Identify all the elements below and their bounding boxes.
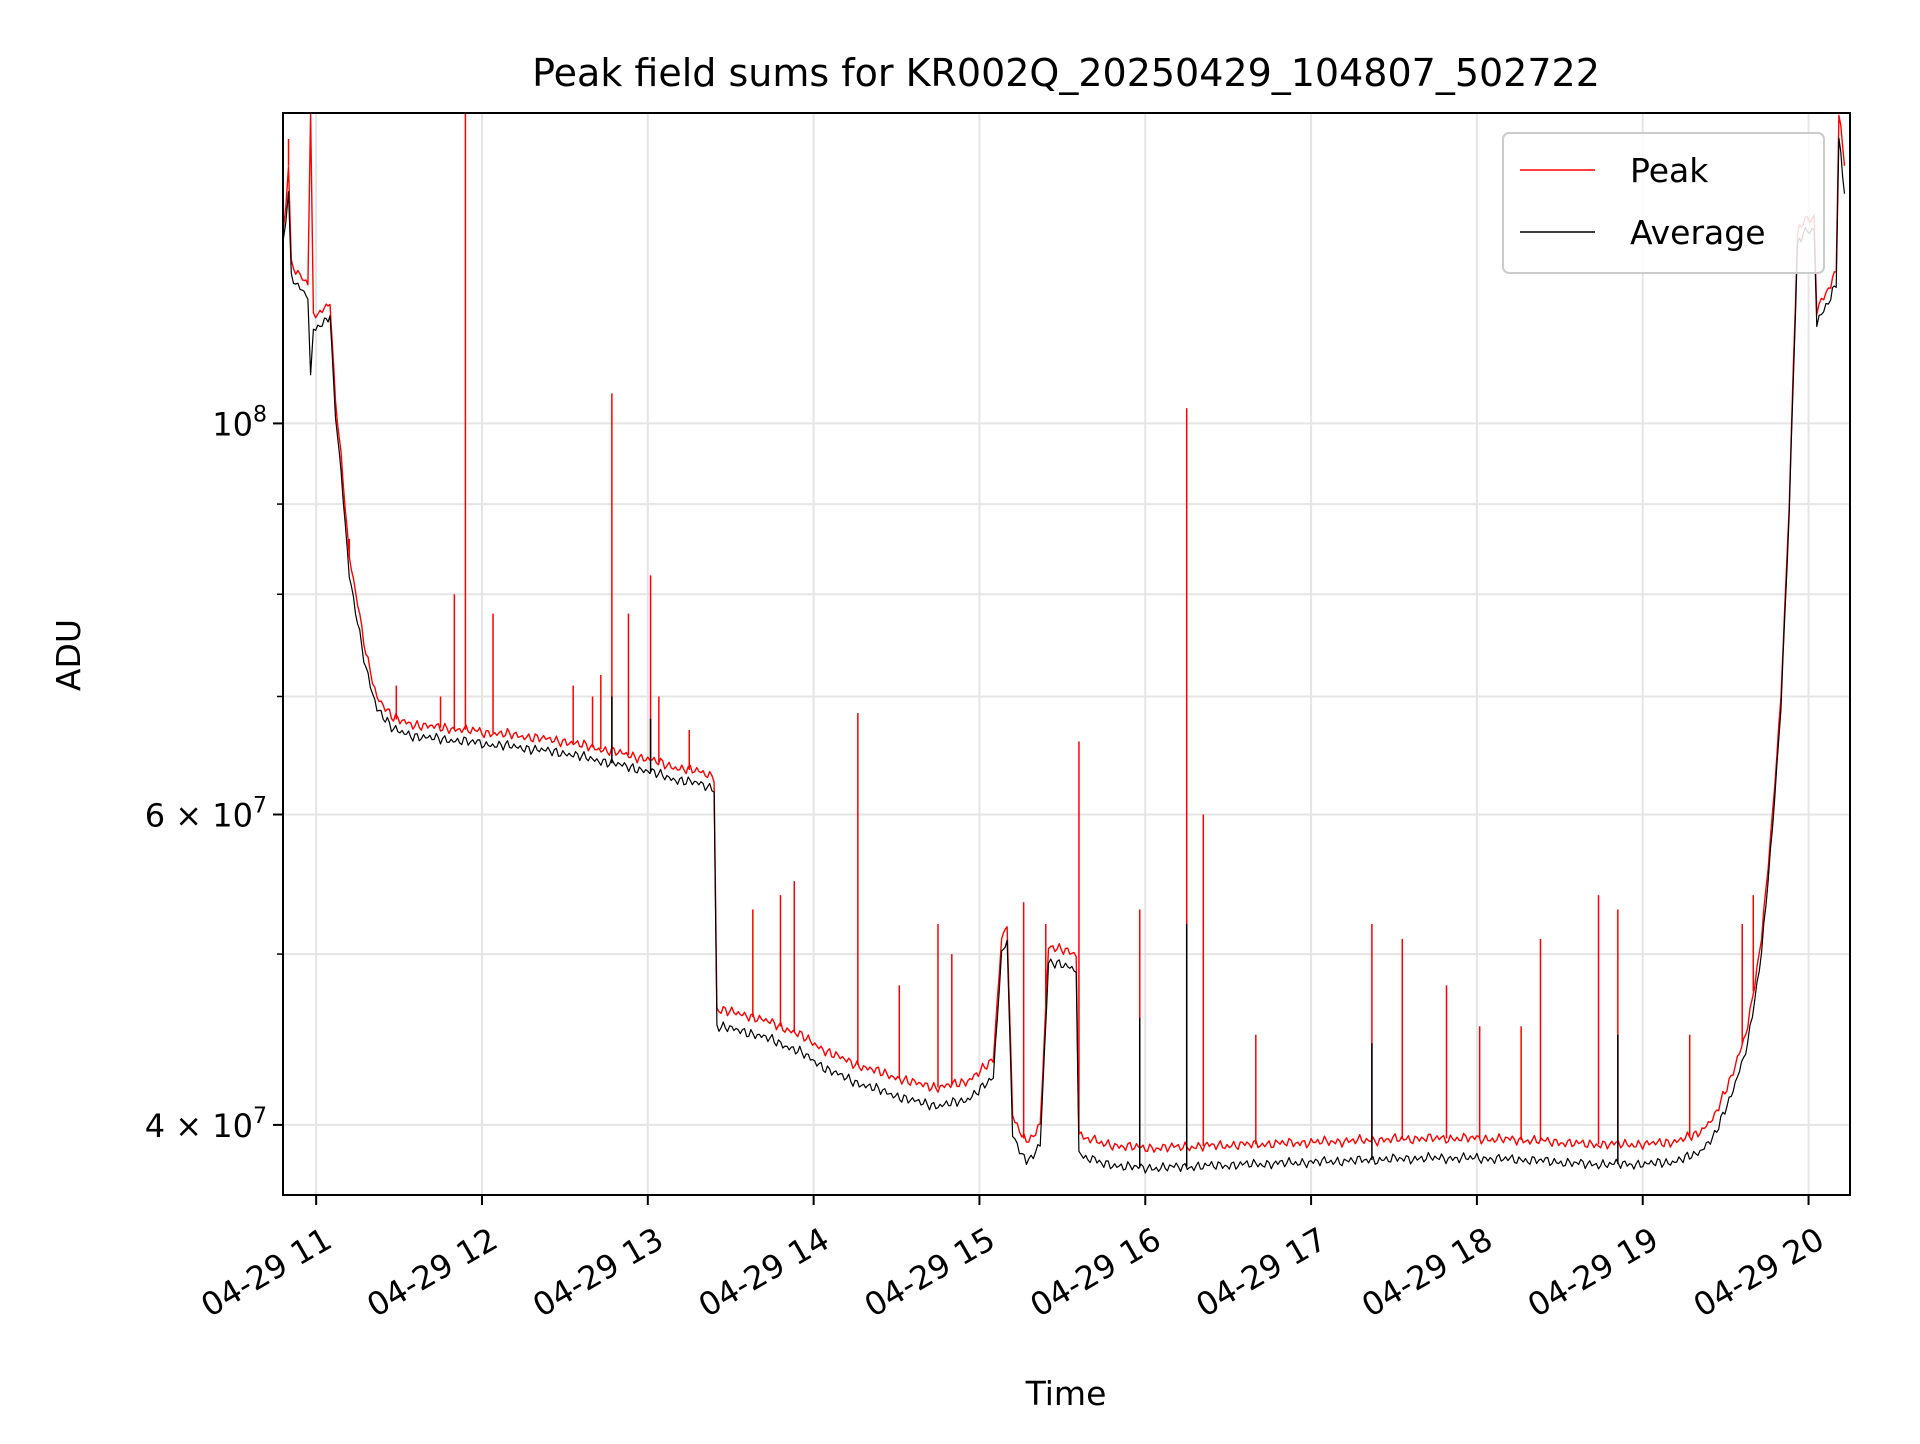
series-peak <box>283 113 1846 1153</box>
x-axis-label: Time <box>1025 1374 1107 1413</box>
y-tick-label: 108 <box>212 402 267 443</box>
y-axis-label: ADU <box>49 619 88 691</box>
plot-frame <box>282 112 1851 1196</box>
y-tick-label: 6 × 107 <box>145 793 267 834</box>
series-average <box>283 137 1846 1174</box>
legend-label-average: Average <box>1630 213 1766 252</box>
grid <box>283 113 1850 1195</box>
legend-label-peak: Peak <box>1630 151 1709 190</box>
chart-title: Peak field sums for KR002Q_20250429_1048… <box>532 51 1600 95</box>
series-line-average <box>283 137 1846 1174</box>
series-line-peak <box>283 113 1846 1153</box>
legend-box <box>1502 132 1825 274</box>
y-tick-label: 4 × 107 <box>145 1104 267 1145</box>
legend: Peak Average <box>1502 132 1825 274</box>
series-group <box>283 113 1846 1174</box>
